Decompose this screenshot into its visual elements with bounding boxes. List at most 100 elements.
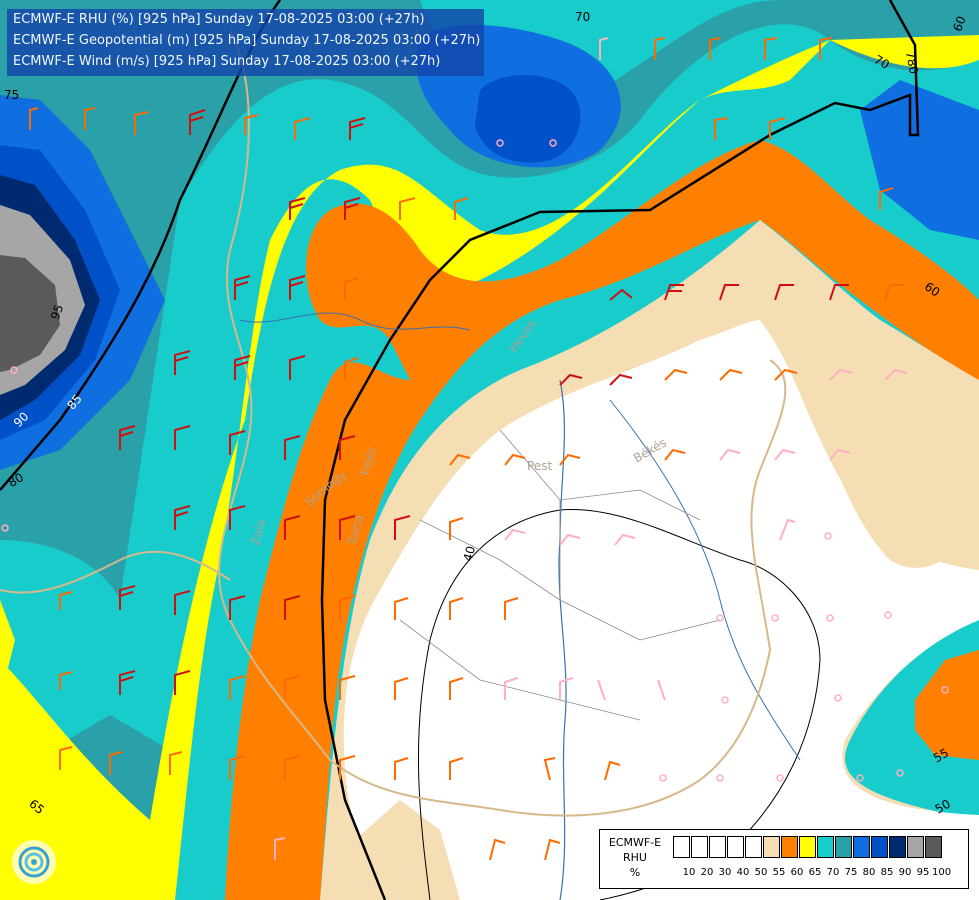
legend-tick-label: 90 (898, 867, 912, 878)
wind-barb (489, 838, 506, 861)
wind-barb (764, 37, 778, 60)
wind-barb (504, 677, 519, 700)
rhu-80-right (860, 80, 979, 240)
legend-tick-label: 30 (718, 867, 732, 878)
legend-swatch (745, 836, 762, 858)
wind-barb (339, 595, 356, 620)
wind-barb (774, 368, 798, 381)
wind-barb (394, 677, 409, 700)
wind-barb (829, 284, 849, 301)
rhu-65-band (0, 35, 979, 900)
contour-label: 55 (931, 746, 951, 766)
wind-barb (119, 585, 136, 610)
wind-barb (449, 677, 464, 700)
wind-barb (59, 671, 73, 690)
legend-tick-label: 75 (844, 867, 858, 878)
region-label: Pest (527, 459, 552, 473)
rhu-100-band (0, 255, 60, 372)
wind-barb (169, 751, 183, 775)
region-label: Zala (248, 518, 268, 547)
wind-barb (59, 591, 73, 610)
map-title-box: ECMWF-E RHU (%) [925 hPa] Sunday 17-08-2… (7, 9, 484, 76)
legend-tick-label: 20 (700, 867, 714, 878)
logo-swirl-icon (18, 846, 50, 878)
wind-barb (174, 505, 191, 530)
wind-barb (59, 746, 73, 770)
calm-marker (826, 614, 834, 622)
wind-barb (289, 197, 306, 220)
wind-barb (189, 109, 206, 135)
calm-marker (716, 614, 724, 622)
wind-barb (284, 435, 301, 460)
rhu-55-patch-south (355, 800, 460, 900)
legend-swatch (925, 836, 942, 858)
wind-barb (449, 597, 464, 620)
wind-barb (109, 751, 123, 775)
wind-barb (344, 357, 359, 380)
contour-label: 780 (903, 50, 921, 75)
wind-barb (664, 284, 684, 301)
wind-barb (559, 373, 583, 386)
wind-barb (344, 197, 361, 220)
legend-tick-label: 40 (736, 867, 750, 878)
calm-marker (1, 524, 9, 532)
geopotential-contour (320, 0, 920, 900)
wind-barb (174, 670, 191, 695)
wind-barb (339, 675, 356, 700)
rhu-60-band (225, 140, 979, 900)
wind-barb (884, 284, 904, 301)
wind-barb (599, 37, 609, 60)
rhu-65-left-edge (0, 600, 15, 700)
wind-barb (284, 595, 301, 620)
wind-barb (344, 277, 359, 300)
wind-barb (559, 453, 581, 466)
wind-barb (339, 515, 356, 540)
wind-barb (604, 760, 621, 781)
wind-barb (394, 597, 409, 620)
contour-label: 40 (461, 544, 478, 562)
wind-barb (84, 107, 96, 130)
calm-marker (896, 769, 904, 777)
legend-tick-label: 95 (916, 867, 930, 878)
color-legend: ECMWF-E RHU % 10 20 30 40 50 55 60 65 70 75 80 85 90… (599, 829, 969, 889)
wind-barb (339, 435, 356, 460)
wind-barb (779, 518, 796, 541)
calm-marker (721, 696, 729, 704)
legend-unit: % (629, 866, 641, 879)
wind-barb (449, 517, 464, 540)
wind-barb (884, 368, 908, 381)
wind-barb (119, 670, 136, 695)
river (239, 312, 471, 331)
river (609, 399, 801, 761)
wind-barb (174, 350, 191, 375)
rhu-55-patch-east (825, 387, 979, 568)
wind-barb (657, 679, 666, 701)
rhu-50-region (343, 320, 979, 900)
legend-swatch (691, 836, 708, 858)
calm-marker (856, 774, 864, 782)
wind-barb (719, 368, 743, 381)
legend-tick-label: 70 (826, 867, 840, 878)
rhu-85-top (475, 75, 581, 163)
calm-marker (549, 139, 557, 147)
wind-barb (544, 838, 561, 861)
calm-marker (834, 694, 842, 702)
wind-barbs (29, 37, 908, 861)
wind-barb (274, 837, 286, 860)
legend-swatch (907, 836, 924, 858)
wind-barb (234, 275, 251, 300)
legend-swatch (763, 836, 780, 858)
calm-marker (659, 774, 667, 782)
legend-tick-label: 65 (808, 867, 822, 878)
wind-barb (829, 368, 853, 381)
calm-marker (716, 774, 724, 782)
wind-barb (819, 37, 833, 60)
legend-tick-label: 60 (790, 867, 804, 878)
geopotential-title: ECMWF-E Geopotential (m) [925 hPa] Sunda… (13, 33, 481, 48)
legend-swatch (835, 836, 852, 858)
wind-barb (714, 117, 729, 140)
legend-tick-label: 80 (862, 867, 876, 878)
wind-barb (229, 755, 246, 780)
wind-barb (559, 677, 574, 700)
country-border (0, 550, 231, 594)
